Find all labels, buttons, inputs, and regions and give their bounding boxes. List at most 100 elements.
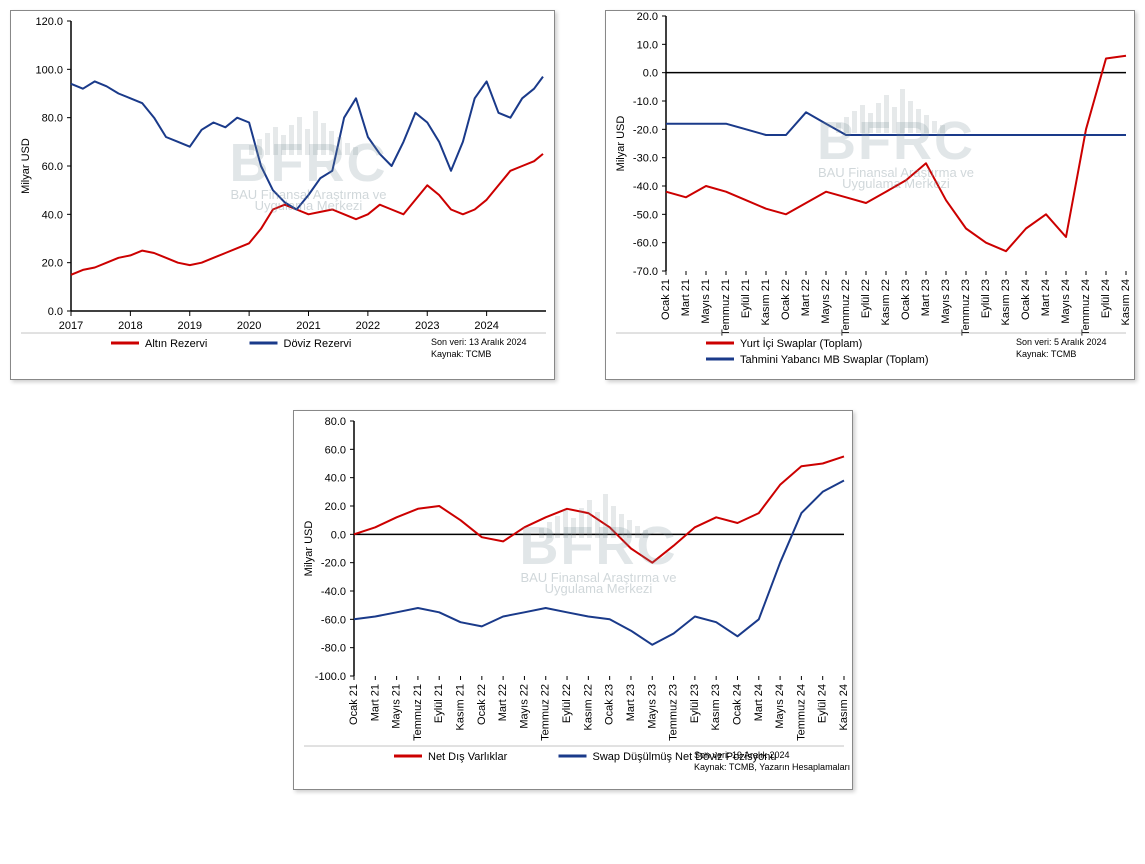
chart-row-2: -100.0 -80.0 -60.0 -40.0 -20.0 0.0 20.0 40.0 60.… — [10, 410, 1135, 790]
svg-text:Eylül 24: Eylül 24 — [1100, 279, 1112, 318]
svg-text:2017: 2017 — [59, 320, 83, 332]
svg-text:80.0: 80.0 — [324, 416, 345, 428]
svg-text:Eylül 21: Eylül 21 — [433, 684, 445, 723]
svg-text:Tahmini Yabancı MB Swaplar (To: Tahmini Yabancı MB Swaplar (Toplam) — [740, 354, 929, 366]
svg-text:Son veri: 13 Aralık 2024: Son veri: 13 Aralık 2024 — [431, 337, 527, 347]
svg-text:Kasım 24: Kasım 24 — [1120, 279, 1132, 325]
svg-text:Mayıs 21: Mayıs 21 — [390, 684, 402, 729]
svg-text:Eylül 22: Eylül 22 — [561, 684, 573, 723]
chart-net-assets: -100.0 -80.0 -60.0 -40.0 -20.0 0.0 20.0 40.0 60.… — [293, 410, 853, 790]
svg-text:Mayıs 24: Mayıs 24 — [1060, 279, 1072, 324]
svg-text:Son veri: 5 Aralık 2024: Son veri: 5 Aralık 2024 — [1016, 337, 1107, 347]
svg-text:120.0: 120.0 — [35, 16, 63, 28]
svg-text:Mayıs 24: Mayıs 24 — [774, 684, 786, 729]
svg-text:20.0: 20.0 — [637, 11, 658, 23]
svg-text:100.0: 100.0 — [35, 64, 63, 76]
svg-text:Ocak 24: Ocak 24 — [731, 684, 743, 725]
svg-text:Mart 23: Mart 23 — [920, 279, 932, 316]
svg-text:Ocak 23: Ocak 23 — [900, 279, 912, 320]
svg-text:-70.0: -70.0 — [633, 266, 658, 278]
svg-text:2021: 2021 — [296, 320, 320, 332]
svg-text:-80.0: -80.0 — [320, 643, 345, 655]
svg-text:2020: 2020 — [237, 320, 261, 332]
svg-text:Mayıs 23: Mayıs 23 — [646, 684, 658, 729]
svg-text:-60.0: -60.0 — [633, 238, 658, 250]
svg-text:-60.0: -60.0 — [320, 614, 345, 626]
svg-text:Temmuz 22: Temmuz 22 — [840, 279, 852, 336]
svg-text:Kasım 21: Kasım 21 — [454, 684, 466, 730]
svg-text:-40.0: -40.0 — [633, 181, 658, 193]
svg-text:-40.0: -40.0 — [320, 586, 345, 598]
svg-text:-20.0: -20.0 — [320, 558, 345, 570]
svg-text:Kasım 22: Kasım 22 — [880, 279, 892, 325]
svg-text:Eylül 23: Eylül 23 — [688, 684, 700, 723]
chart-reserves: 0.0 20.0 40.0 60.0 80.0 100.0 120.0 Milyar USD 2… — [10, 10, 555, 380]
chart-row-1: 0.0 20.0 40.0 60.0 80.0 100.0 120.0 Milyar USD 2… — [10, 10, 1135, 380]
svg-text:Net Dış Varlıklar: Net Dış Varlıklar — [428, 751, 508, 763]
svg-text:2023: 2023 — [415, 320, 439, 332]
svg-text:Temmuz 21: Temmuz 21 — [411, 684, 423, 741]
svg-text:Döviz Rezervi: Döviz Rezervi — [284, 338, 352, 350]
svg-text:Milyar USD: Milyar USD — [303, 521, 315, 577]
svg-text:Mayıs 23: Mayıs 23 — [940, 279, 952, 324]
chart-swaps: -70.0 -60.0 -50.0 -40.0 -30.0 -20.0 -10.0 0.0 10… — [605, 10, 1135, 380]
svg-text:Milyar USD: Milyar USD — [20, 138, 32, 194]
svg-text:20.0: 20.0 — [324, 501, 345, 513]
svg-text:Kasım 22: Kasım 22 — [582, 684, 594, 730]
svg-text:Eylül 23: Eylül 23 — [980, 279, 992, 318]
svg-text:Yurt İçi Swaplar (Toplam): Yurt İçi Swaplar (Toplam) — [740, 337, 862, 350]
svg-text:80.0: 80.0 — [42, 113, 63, 125]
svg-text:Altın Rezervi: Altın Rezervi — [145, 338, 207, 350]
svg-text:Mart 23: Mart 23 — [624, 684, 636, 721]
svg-text:2019: 2019 — [178, 320, 202, 332]
svg-text:-100.0: -100.0 — [314, 671, 345, 683]
svg-text:0.0: 0.0 — [48, 306, 63, 318]
svg-text:Temmuz 23: Temmuz 23 — [667, 684, 679, 741]
svg-text:20.0: 20.0 — [42, 258, 63, 270]
svg-text:Kasım 24: Kasım 24 — [838, 684, 850, 730]
svg-text:Mart 24: Mart 24 — [752, 684, 764, 721]
svg-text:Mart 24: Mart 24 — [1040, 279, 1052, 316]
svg-text:Ocak 22: Ocak 22 — [475, 684, 487, 725]
svg-text:Temmuz 24: Temmuz 24 — [1080, 279, 1092, 336]
svg-text:Kasım 23: Kasım 23 — [710, 684, 722, 730]
svg-text:-50.0: -50.0 — [633, 209, 658, 221]
svg-text:-10.0: -10.0 — [633, 96, 658, 108]
svg-text:Eylül 22: Eylül 22 — [860, 279, 872, 318]
svg-text:Kaynak: TCMB: Kaynak: TCMB — [1016, 349, 1076, 359]
svg-text:Temmuz 24: Temmuz 24 — [795, 684, 807, 741]
svg-text:Mayıs 22: Mayıs 22 — [518, 684, 530, 729]
svg-text:Mart 21: Mart 21 — [369, 684, 381, 721]
svg-text:2018: 2018 — [118, 320, 142, 332]
svg-text:Temmuz 21: Temmuz 21 — [720, 279, 732, 336]
svg-text:Ocak 21: Ocak 21 — [348, 684, 360, 725]
svg-text:Ocak 24: Ocak 24 — [1020, 279, 1032, 320]
svg-text:Son veri: 19 Aralık 2024: Son veri: 19 Aralık 2024 — [694, 750, 790, 760]
svg-text:40.0: 40.0 — [324, 473, 345, 485]
svg-text:Temmuz 22: Temmuz 22 — [539, 684, 551, 741]
svg-text:2024: 2024 — [474, 320, 498, 332]
svg-text:Eylül 21: Eylül 21 — [740, 279, 752, 318]
svg-text:-30.0: -30.0 — [633, 153, 658, 165]
svg-text:2022: 2022 — [356, 320, 380, 332]
svg-text:Mayıs 21: Mayıs 21 — [700, 279, 712, 324]
svg-text:10.0: 10.0 — [637, 39, 658, 51]
svg-text:60.0: 60.0 — [42, 161, 63, 173]
svg-text:Mart 21: Mart 21 — [680, 279, 692, 316]
svg-text:Eylül 24: Eylül 24 — [816, 684, 828, 723]
svg-text:Ocak 21: Ocak 21 — [660, 279, 672, 320]
svg-text:40.0: 40.0 — [42, 209, 63, 221]
svg-text:Temmuz 23: Temmuz 23 — [960, 279, 972, 336]
svg-text:0.0: 0.0 — [643, 68, 658, 80]
svg-text:Kasım 21: Kasım 21 — [760, 279, 772, 325]
svg-text:Mayıs 22: Mayıs 22 — [820, 279, 832, 324]
svg-text:-20.0: -20.0 — [633, 124, 658, 136]
svg-text:60.0: 60.0 — [324, 444, 345, 456]
svg-text:Mart 22: Mart 22 — [800, 279, 812, 316]
svg-text:Ocak 22: Ocak 22 — [780, 279, 792, 320]
svg-text:0.0: 0.0 — [330, 529, 345, 541]
svg-text:Ocak 23: Ocak 23 — [603, 684, 615, 725]
svg-text:Milyar USD: Milyar USD — [615, 116, 627, 172]
svg-text:Kaynak: TCMB, Yazarın Hesaplam: Kaynak: TCMB, Yazarın Hesaplamaları — [694, 762, 850, 772]
svg-text:Kaynak: TCMB: Kaynak: TCMB — [431, 349, 491, 359]
